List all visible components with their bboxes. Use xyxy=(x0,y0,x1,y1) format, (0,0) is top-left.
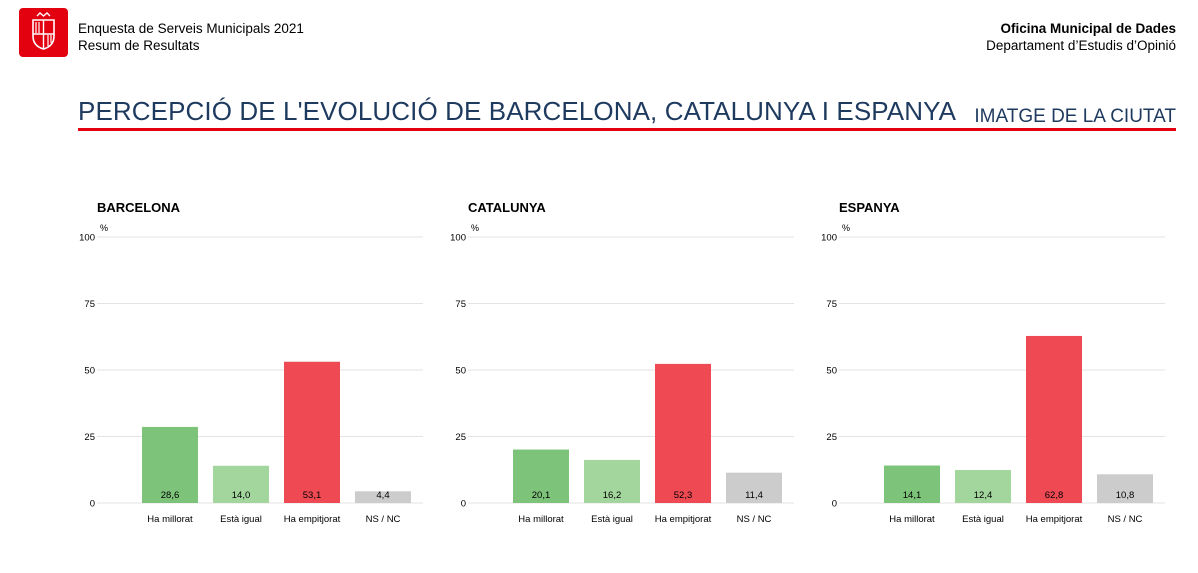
survey-header: Enquesta de Serveis Municipals 2021 Resu… xyxy=(78,20,304,54)
y-tick-label: 0 xyxy=(461,499,466,510)
bar xyxy=(884,465,940,503)
bar xyxy=(655,363,711,503)
y-tick-label: 100 xyxy=(79,233,95,244)
x-category-label: Ha empitjorat xyxy=(1026,514,1083,525)
bar-value-label: 11,4 xyxy=(745,490,763,501)
x-category-label: Ha millorat xyxy=(518,514,564,525)
office-name: Oficina Municipal de Dades xyxy=(1000,21,1176,36)
x-category-label: NS / NC xyxy=(1108,514,1143,525)
bar xyxy=(355,491,411,503)
y-axis-unit: % xyxy=(100,223,108,233)
bar-value-label: 16,2 xyxy=(603,490,622,501)
y-axis-unit: % xyxy=(471,223,479,233)
y-tick-label: 25 xyxy=(455,432,466,443)
bar-value-label: 4,4 xyxy=(376,490,389,501)
y-tick-label: 75 xyxy=(826,299,837,310)
y-tick-label: 0 xyxy=(832,499,837,510)
city-council-logo xyxy=(19,8,68,57)
chart-title: ESPANYA xyxy=(839,200,900,215)
section-title: IMATGE DE LA CIUTAT xyxy=(974,106,1176,127)
x-category-label: Ha empitjorat xyxy=(284,514,341,525)
bar-value-label: 20,1 xyxy=(532,490,551,501)
y-tick-label: 75 xyxy=(84,299,95,310)
bar xyxy=(513,449,569,503)
title-divider xyxy=(78,128,1176,131)
chart-title: BARCELONA xyxy=(97,200,181,215)
y-tick-label: 50 xyxy=(84,366,95,377)
y-tick-label: 100 xyxy=(821,233,837,244)
chart-title: CATALUNYA xyxy=(468,200,546,215)
y-tick-label: 100 xyxy=(450,233,466,244)
bar-value-label: 14,1 xyxy=(903,490,922,501)
bar xyxy=(726,472,782,503)
survey-subtitle: Resum de Resultats xyxy=(78,38,200,53)
bar-value-label: 52,3 xyxy=(674,490,693,501)
bar xyxy=(1026,335,1082,503)
x-category-label: NS / NC xyxy=(366,514,401,525)
survey-title: Enquesta de Serveis Municipals 2021 xyxy=(78,21,304,36)
x-category-label: Està igual xyxy=(962,514,1004,525)
y-tick-label: 50 xyxy=(826,366,837,377)
x-category-label: Està igual xyxy=(591,514,633,525)
bar-value-label: 14,0 xyxy=(232,490,251,501)
y-tick-label: 0 xyxy=(90,499,95,510)
y-tick-label: 75 xyxy=(455,299,466,310)
bar xyxy=(1097,474,1153,503)
office-header: Oficina Municipal de Dades Departament d… xyxy=(986,20,1176,54)
bar-value-label: 12,4 xyxy=(974,490,993,501)
department-name: Departament d’Estudis d’Opinió xyxy=(986,38,1176,53)
bar-value-label: 53,1 xyxy=(303,490,322,501)
page-title: PERCEPCIÓ DE L'EVOLUCIÓ DE BARCELONA, CA… xyxy=(78,96,957,126)
bar-value-label: 62,8 xyxy=(1045,490,1064,501)
x-category-label: Ha millorat xyxy=(889,514,935,525)
bar xyxy=(142,426,198,503)
coat-of-arms-icon xyxy=(32,12,55,50)
bar xyxy=(284,361,340,503)
y-axis-unit: % xyxy=(842,223,850,233)
x-category-label: NS / NC xyxy=(737,514,772,525)
x-category-label: Ha empitjorat xyxy=(655,514,712,525)
bar xyxy=(584,459,640,503)
x-category-label: Ha millorat xyxy=(147,514,193,525)
bar-value-label: 10,8 xyxy=(1116,490,1135,501)
y-tick-label: 25 xyxy=(84,432,95,443)
y-tick-label: 50 xyxy=(455,366,466,377)
bar xyxy=(955,470,1011,503)
bar-value-label: 28,6 xyxy=(161,490,180,501)
x-category-label: Està igual xyxy=(220,514,262,525)
bar xyxy=(213,465,269,503)
y-tick-label: 25 xyxy=(826,432,837,443)
